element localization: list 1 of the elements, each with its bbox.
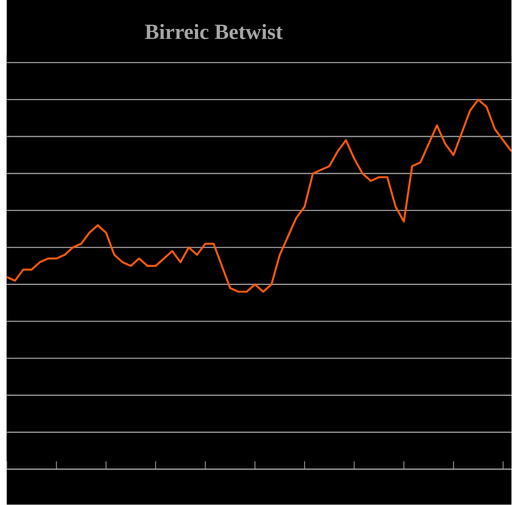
- chart-title: Birreic Betwist: [145, 24, 283, 40]
